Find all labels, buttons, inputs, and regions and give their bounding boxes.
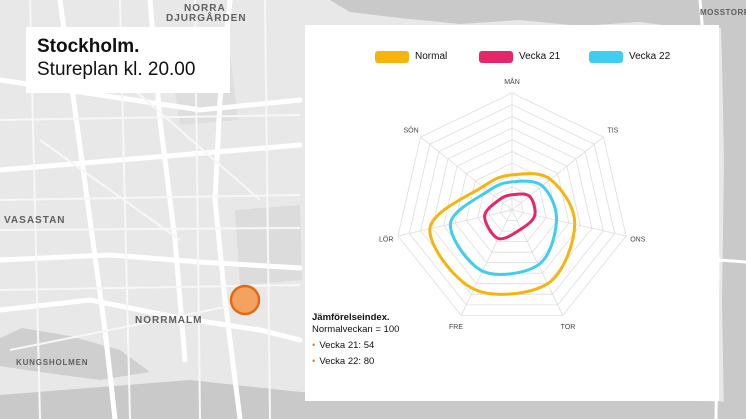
index-row-vecka-22: • Vecka 22: 80: [312, 356, 432, 368]
grid-ring: [397, 92, 627, 316]
grid-spoke: [397, 209, 513, 237]
index-value-vecka-22: Vecka 22: 80: [319, 356, 375, 367]
legend-swatch-normal: [375, 51, 409, 63]
axis-label: MÅN: [504, 77, 520, 86]
legend-label-vecka-21: Vecka 21: [519, 51, 561, 62]
grid-spoke: [511, 209, 564, 316]
grid-spoke: [511, 136, 604, 211]
grid-ring: [500, 197, 524, 221]
series-line-normal: [428, 172, 577, 296]
axis-label: TIS: [607, 128, 618, 135]
legend-label-normal: Normal: [415, 51, 448, 62]
index-title: Jämförelseindex.: [312, 312, 390, 323]
title-card: Stockholm. Stureplan kl. 20.00: [26, 27, 230, 93]
index-bullet: •: [312, 356, 316, 367]
axis-label: LÖR: [379, 236, 393, 244]
series-line-vecka-21: [483, 192, 537, 241]
grid-spoke: [511, 209, 627, 237]
index-row-vecka-21: • Vecka 21: 54: [312, 340, 432, 352]
axis-label: FRE: [449, 324, 463, 331]
radar-chart: MÅN TIS ONS TOR FRE LÖR SÖN: [379, 77, 646, 331]
map-label-vasastan: VASASTAN: [4, 215, 66, 226]
series-line-vecka-22: [448, 179, 559, 276]
grid-ring: [454, 151, 570, 264]
axis-label: SÖN: [404, 127, 419, 135]
legend-swatch-vecka-21: [479, 51, 513, 63]
index-box: Jämförelseindex. Normalveckan = 100 • Vec…: [312, 312, 432, 368]
title-subtitle: Stureplan kl. 20.00: [37, 59, 196, 80]
index-bullet: •: [312, 340, 316, 351]
location-marker: [229, 284, 261, 316]
legend-swatch-vecka-22: [589, 51, 623, 63]
water-area: [330, 0, 746, 30]
map-label-kungsholmen: KUNGSHOLMEN: [16, 358, 89, 367]
grid-spoke: [420, 136, 513, 211]
axis-label: TOR: [561, 324, 576, 331]
grid-spoke: [460, 209, 513, 316]
map-label-norra: NORRA: [184, 3, 226, 14]
legend-label-vecka-22: Vecka 22: [629, 51, 671, 62]
map-label-mosstorp: MOSSTORP: [700, 8, 746, 17]
grid-ring: [408, 104, 616, 306]
map-label-norrmalm: NORRMALM: [135, 315, 203, 326]
title-city: Stockholm.: [37, 36, 140, 57]
radar-axis-labels: MÅN TIS ONS TOR FRE LÖR SÖN: [379, 77, 646, 331]
grid-ring: [465, 162, 559, 253]
radar-grid: [397, 92, 627, 316]
grid-ring: [431, 127, 593, 285]
radar-series: [428, 172, 577, 296]
radar-chart-panel: MÅN TIS ONS TOR FRE LÖR SÖN Normal Vecka 21 Ve…: [305, 25, 719, 401]
index-value-vecka-21: Vecka 21: 54: [319, 340, 375, 351]
water-area: [720, 0, 746, 419]
index-subtitle: Normalveckan = 100: [312, 324, 400, 335]
axis-label: ONS: [630, 237, 646, 244]
map-label-djurgarden: DJURGÅRDEN: [166, 13, 247, 24]
